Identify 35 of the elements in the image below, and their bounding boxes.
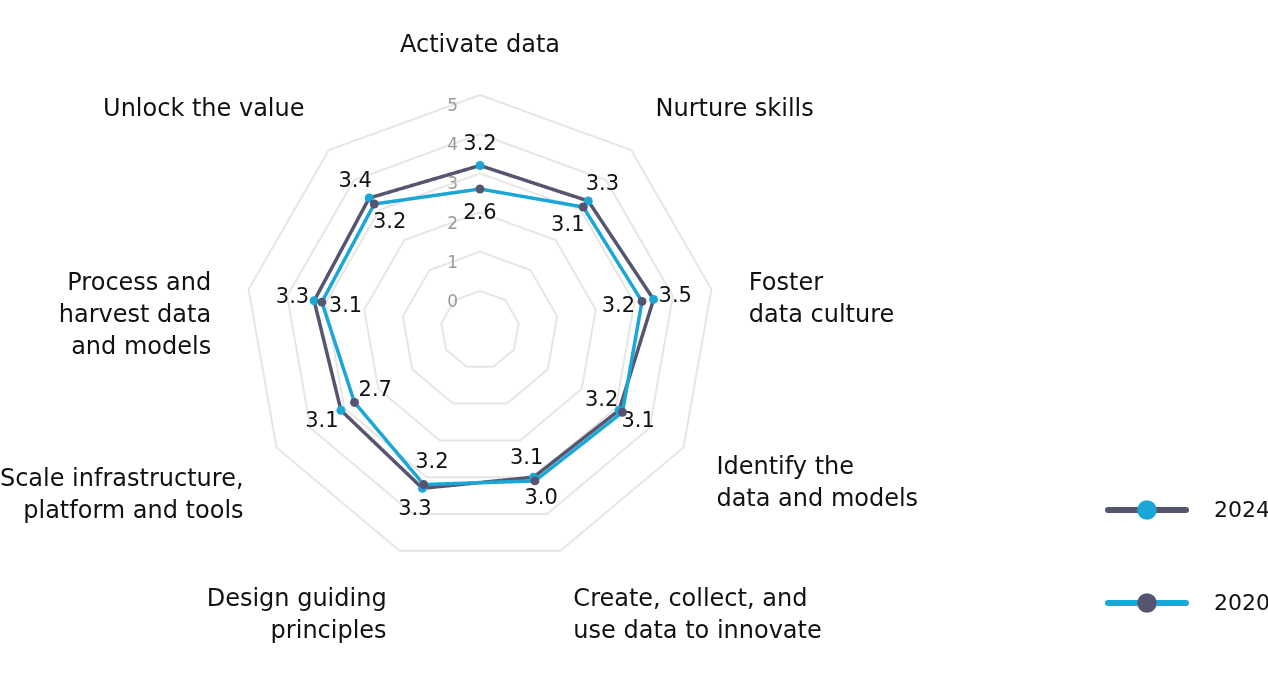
spoke-label: Scale infrastructure, platform and tools [0,463,244,524]
data-label: 3.1 [621,408,655,433]
legend-label: 2020 [1214,590,1268,615]
data-label: 3.5 [658,282,692,307]
spoke-label: Nurture skills [655,93,814,122]
legend-label: 2024 [1214,497,1268,522]
data-label: 2.7 [358,377,392,402]
data-label: 3.3 [398,495,432,520]
y-tick-label: 4 [447,134,458,155]
data-label: 3.2 [463,130,497,155]
data-label: 3.2 [584,387,619,412]
data-label: 3.4 [338,168,372,193]
spoke-label: Foster data culture [748,267,895,328]
data-label: 3.3 [275,283,310,308]
spoke-label: Process and harvest data and models [58,267,212,360]
y-tick-label: 5 [447,95,458,115]
spoke-label: Unlock the value [103,93,305,122]
data-label: 3.0 [524,484,558,509]
spoke-label: Activate data [399,30,561,58]
data-label: 3.2 [415,449,449,474]
data-label: 3.1 [510,445,544,470]
data-label: 3.2 [372,209,407,234]
data-label: 3.2 [601,292,636,317]
data-label: 3.1 [305,408,339,433]
y-tick-label: 3 [447,173,458,194]
data-label: 3.3 [585,171,620,196]
y-tick-label: 0 [447,290,458,311]
spoke-label: Create, collect, and use data to innovate [573,583,822,644]
data-label: 3.1 [328,293,363,318]
data-label: 2.6 [463,200,497,224]
spoke-label: Identify the data and models [716,451,919,512]
y-tick-label: 1 [447,251,458,272]
spoke-label: Design guiding principles [206,583,387,644]
data-label: 3.1 [551,212,585,237]
y-tick-label: 2 [447,212,458,233]
